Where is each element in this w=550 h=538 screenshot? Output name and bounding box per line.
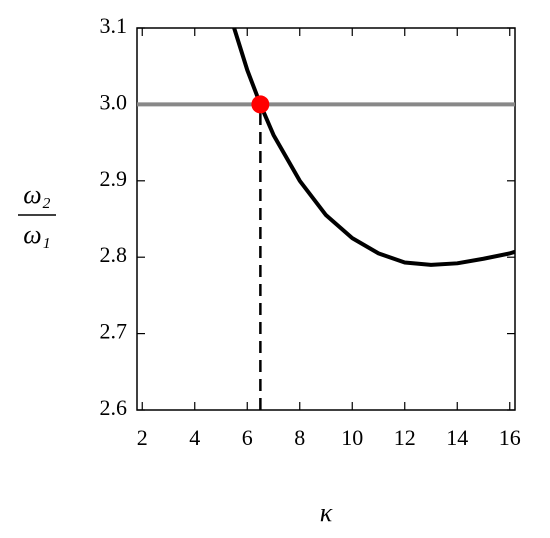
curve <box>232 27 516 267</box>
x-tick-label: 10 <box>341 425 363 450</box>
y-tick-label: 2.7 <box>100 319 128 344</box>
x-tick-label: 16 <box>499 425 521 450</box>
x-axis-label: κ <box>320 498 333 527</box>
y-tick-label: 2.8 <box>100 242 128 267</box>
y-tick-label: 2.6 <box>100 395 128 420</box>
y-label-numerator: ω₂ <box>23 180 50 209</box>
x-tick-label: 8 <box>294 425 305 450</box>
x-tick-label: 12 <box>394 425 416 450</box>
x-tick-label: 4 <box>189 425 200 450</box>
y-tick-label: 2.9 <box>100 166 128 191</box>
y-label-denominator: ω₁ <box>23 220 50 249</box>
x-tick-label: 14 <box>446 425 468 450</box>
y-tick-label: 3.0 <box>100 89 128 114</box>
x-tick-label: 6 <box>242 425 253 450</box>
plot-frame <box>136 27 516 411</box>
x-tick-label: 2 <box>137 425 148 450</box>
y-tick-label: 3.1 <box>100 13 128 38</box>
intersection-marker <box>251 95 270 114</box>
